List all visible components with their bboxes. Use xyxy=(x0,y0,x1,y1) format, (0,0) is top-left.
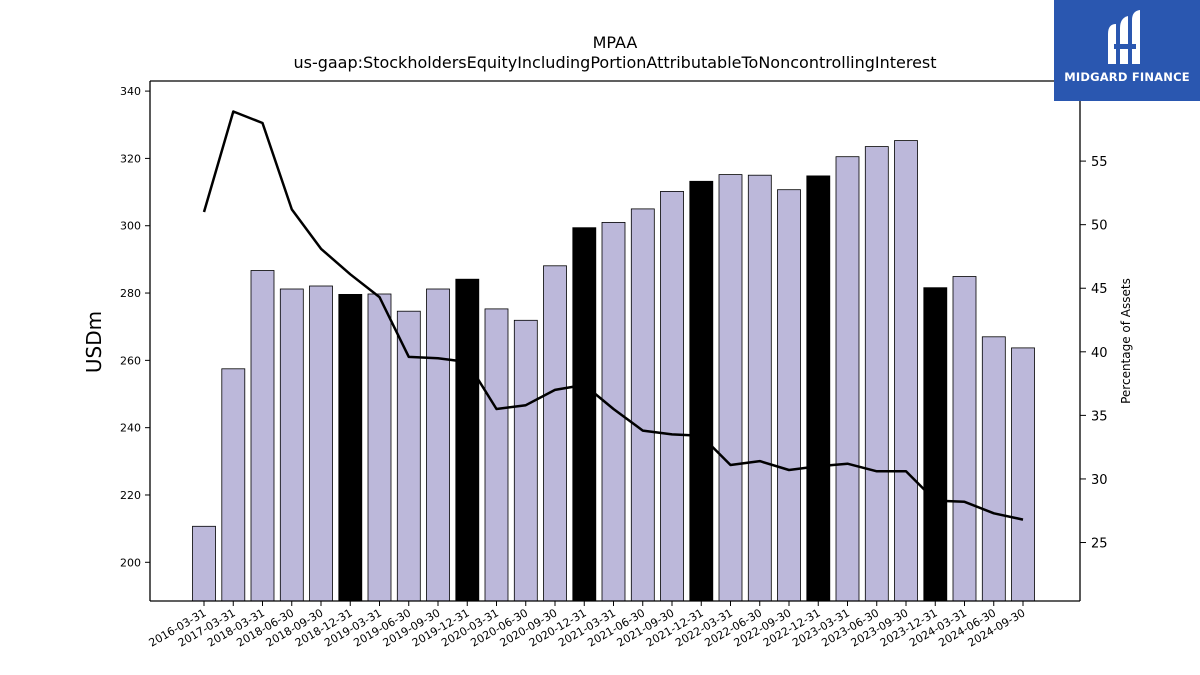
bar-2023-03-31 xyxy=(835,156,860,602)
bar-2023-06-30 xyxy=(864,146,889,602)
bar-2022-06-30 xyxy=(747,174,772,602)
bar-2017-03-31 xyxy=(221,368,246,602)
y2-axis-label: Percentage of Assets xyxy=(1119,278,1133,404)
y-tick-label: 200 xyxy=(120,556,141,569)
y-tick-label: 280 xyxy=(120,287,141,300)
y2-tick-label: 55 xyxy=(1091,155,1108,170)
bar-2022-12-31 xyxy=(806,175,831,602)
logo-icon xyxy=(1108,10,1140,64)
y-axis-label: USDm xyxy=(82,311,106,373)
bar-2021-06-30 xyxy=(630,208,655,602)
percentage-line xyxy=(202,110,1024,521)
bar-2023-09-30 xyxy=(894,140,918,602)
y-tick-label: 300 xyxy=(120,220,141,233)
bar-2020-12-31 xyxy=(572,227,597,602)
bar-2022-09-30 xyxy=(777,189,801,602)
bar-2024-06-30 xyxy=(981,336,1006,602)
bar-2016-03-31 xyxy=(192,525,216,602)
bar-2024-09-30 xyxy=(1011,347,1035,602)
bar-2021-09-30 xyxy=(660,190,684,602)
y2-tick-label: 40 xyxy=(1091,346,1108,361)
y-tick-label: 320 xyxy=(120,152,141,165)
y-tick-label: 260 xyxy=(120,354,141,367)
bar-2020-03-31 xyxy=(484,308,509,602)
bar-2019-03-31 xyxy=(367,293,392,602)
bar-2021-03-31 xyxy=(601,221,626,602)
bar-2023-12-31 xyxy=(923,287,948,602)
bar-2022-03-31 xyxy=(718,174,743,602)
logo-text: MIDGARD FINANCE xyxy=(1064,70,1190,84)
bar-2018-09-30 xyxy=(309,285,333,602)
y2-tick-label: 30 xyxy=(1091,473,1108,488)
bar-2018-12-31 xyxy=(338,293,363,602)
y-tick-label: 340 xyxy=(120,85,141,98)
y2-tick-label: 50 xyxy=(1091,219,1108,234)
bar-2019-09-30 xyxy=(426,288,450,602)
y-tick-label: 240 xyxy=(120,422,141,435)
bar-2019-12-31 xyxy=(455,278,480,602)
bar-2018-03-31 xyxy=(250,270,275,602)
bar-2024-03-31 xyxy=(952,276,977,602)
bar-2020-09-30 xyxy=(543,265,567,602)
bar-2018-06-30 xyxy=(279,288,304,602)
y2-tick-label: 35 xyxy=(1091,409,1108,424)
y-tick-label: 220 xyxy=(120,489,141,502)
bar-2021-12-31 xyxy=(689,180,714,602)
y2-tick-label: 25 xyxy=(1091,537,1108,552)
y2-tick-label: 45 xyxy=(1091,282,1108,297)
chart-subtitle: us-gaap:StockholdersEquityIncludingPorti… xyxy=(293,53,937,72)
midgard-finance-logo: MIDGARD FINANCE xyxy=(1054,0,1200,101)
chart-title: MPAA xyxy=(592,33,638,52)
bar-2020-06-30 xyxy=(513,319,538,602)
